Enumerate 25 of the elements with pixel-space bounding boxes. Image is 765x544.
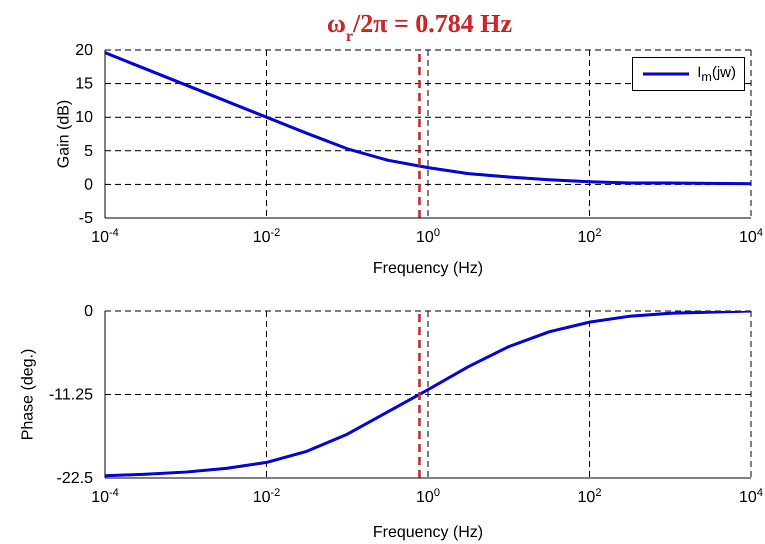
x-tick-label: 10$^{2}$ (578, 487, 602, 506)
x-tick-label: 10$^{4}$ (739, 487, 763, 506)
ref-line-label: ω$_{r}$/2π = 0.784 Hz (326, 9, 512, 44)
x-tick-label: 10$^{2}$ (578, 227, 602, 246)
y-tick-label: 15 (75, 76, 94, 93)
y-axis-title: Gain (dB) (56, 100, 73, 168)
x-tick-label: 10$^{-2}$ (252, 227, 280, 246)
y-tick-label: -11.25 (48, 386, 94, 404)
y-tick-label: 0 (84, 176, 94, 194)
y-tick-label: -5 (78, 210, 94, 227)
x-tick-label: 10$^{0}$ (416, 227, 440, 246)
y-tick-label: 5 (84, 142, 94, 160)
x-axis-title: Frequency (Hz) (372, 524, 484, 541)
y-axis-title: Phase (deg.) (20, 348, 37, 440)
legend-label: I$_{m}$(jw) (697, 64, 736, 84)
y-tick-label: 20 (75, 42, 94, 59)
y-tick-label: -22.5 (56, 470, 94, 487)
x-axis-title: Frequency (Hz) (372, 260, 484, 277)
x-tick-label: 10$^{-4}$ (91, 227, 119, 246)
x-tick-label: 10$^{4}$ (739, 227, 763, 246)
x-tick-label: 10$^{0}$ (416, 487, 440, 506)
x-tick-label: 10$^{-2}$ (252, 487, 280, 506)
x-tick-label: 10$^{-4}$ (91, 487, 119, 506)
y-tick-label: 10 (75, 109, 94, 126)
y-tick-label: 0 (84, 303, 94, 320)
